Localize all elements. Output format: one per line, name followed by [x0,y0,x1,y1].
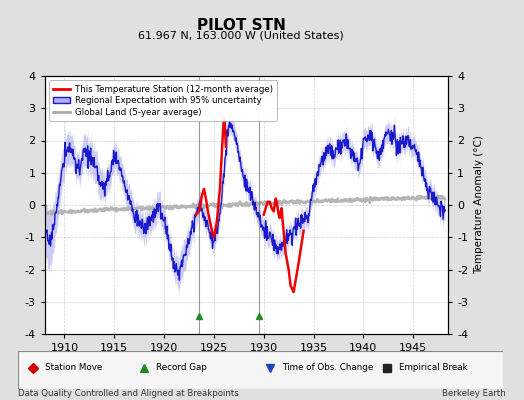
Legend: This Temperature Station (12-month average), Regional Expectation with 95% uncer: This Temperature Station (12-month avera… [49,80,277,121]
Text: Data Quality Controlled and Aligned at Breakpoints: Data Quality Controlled and Aligned at B… [18,389,239,398]
Y-axis label: Temperature Anomaly (°C): Temperature Anomaly (°C) [474,136,484,274]
Text: Berkeley Earth: Berkeley Earth [442,389,506,398]
FancyBboxPatch shape [18,351,503,389]
Text: Empirical Break: Empirical Break [399,363,467,372]
Text: 61.967 N, 163.000 W (United States): 61.967 N, 163.000 W (United States) [138,30,344,40]
Text: Time of Obs. Change: Time of Obs. Change [282,363,374,372]
Text: Station Move: Station Move [45,363,102,372]
Text: Record Gap: Record Gap [157,363,208,372]
Text: PILOT STN: PILOT STN [196,18,286,33]
